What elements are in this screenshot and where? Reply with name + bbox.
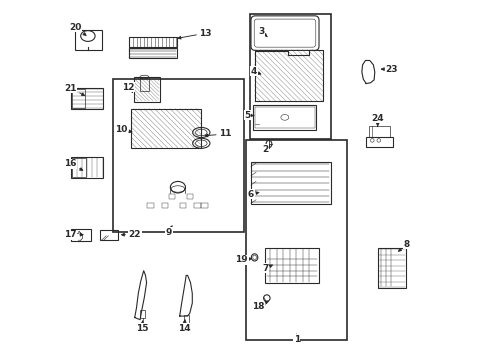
Text: 5: 5 [244,111,254,120]
Text: 4: 4 [250,67,260,76]
Text: 12: 12 [122,83,134,92]
Text: 13: 13 [178,29,212,39]
Text: 2: 2 [262,145,269,154]
Bar [71,88,103,109]
Text: 3: 3 [258,27,267,37]
Bar [100,230,118,240]
Bar [368,126,389,137]
Text: 11: 11 [204,129,231,138]
Text: 18: 18 [251,301,267,311]
Text: 19: 19 [235,256,251,264]
Bar [250,162,330,204]
Text: 1: 1 [293,334,299,343]
Bar [246,140,346,340]
Text: 24: 24 [370,113,383,126]
Text: 17: 17 [64,230,83,239]
Bar [133,77,159,102]
Bar [183,315,189,323]
Text: 20: 20 [69,22,86,35]
Bar [71,157,103,178]
Text: 16: 16 [64,159,82,170]
Text: 10: 10 [115,125,132,134]
Bar [186,194,193,199]
Bar [265,248,318,283]
Text: 8: 8 [398,240,409,251]
Bar [140,77,149,91]
Text: 23: 23 [381,65,397,74]
Bar [113,79,244,232]
Bar [147,203,153,208]
Text: 15: 15 [135,321,148,333]
Bar [72,158,86,177]
Bar [179,203,186,208]
Bar [131,109,201,148]
Bar [128,37,177,47]
Bar [255,107,314,128]
Bar [72,89,84,108]
Bar [366,137,392,147]
Text: 7: 7 [262,264,272,273]
Bar [75,30,102,50]
Bar [377,248,406,288]
Bar [71,229,91,241]
Bar [253,105,316,130]
Text: 9: 9 [165,226,172,237]
Bar [249,14,330,139]
Text: 22: 22 [122,230,141,239]
Bar [140,310,145,318]
Text: 6: 6 [247,190,258,199]
Text: 14: 14 [177,320,190,333]
Text: 21: 21 [64,84,84,95]
Bar [162,203,168,208]
Bar [201,203,207,208]
Bar [168,194,175,199]
Bar [128,48,177,58]
Bar [194,203,200,208]
